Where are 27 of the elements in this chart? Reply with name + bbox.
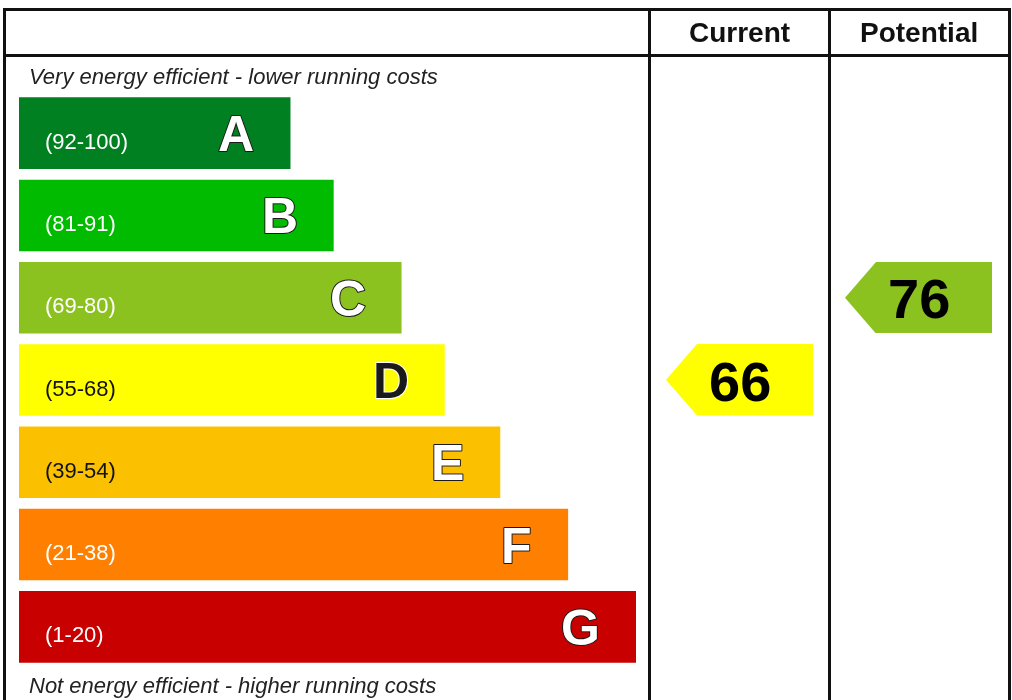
y-tick-label: F <box>501 518 532 574</box>
y-tick-label: A <box>218 106 255 162</box>
annotation: (55-68) <box>45 376 116 401</box>
y-tick-label: E <box>431 435 465 491</box>
text: Very energy efficient - lower running costs <box>29 64 438 89</box>
annotation: (69-80) <box>45 293 116 318</box>
annotation: (39-54) <box>45 458 116 483</box>
bar <box>19 344 445 416</box>
text: 76 <box>888 267 951 330</box>
y-tick-label: C <box>330 271 367 327</box>
annotation: (1-20) <box>45 622 104 647</box>
y-tick-label: B <box>262 188 299 244</box>
y-tick-label: G <box>561 600 600 656</box>
y-tick-label: D <box>373 353 410 409</box>
bar <box>19 179 334 252</box>
annotation: (92-100) <box>45 129 129 154</box>
annotation: (21-38) <box>45 540 116 565</box>
text: Not energy efficient - higher running costs <box>29 673 437 698</box>
text: 66 <box>709 350 772 413</box>
bar <box>19 426 501 499</box>
bar <box>19 261 402 334</box>
annotation: (81-91) <box>45 211 116 236</box>
bar <box>19 508 569 581</box>
text: Potential <box>860 17 979 48</box>
bar <box>19 97 291 169</box>
text: Current <box>689 17 791 48</box>
bar <box>19 591 636 663</box>
